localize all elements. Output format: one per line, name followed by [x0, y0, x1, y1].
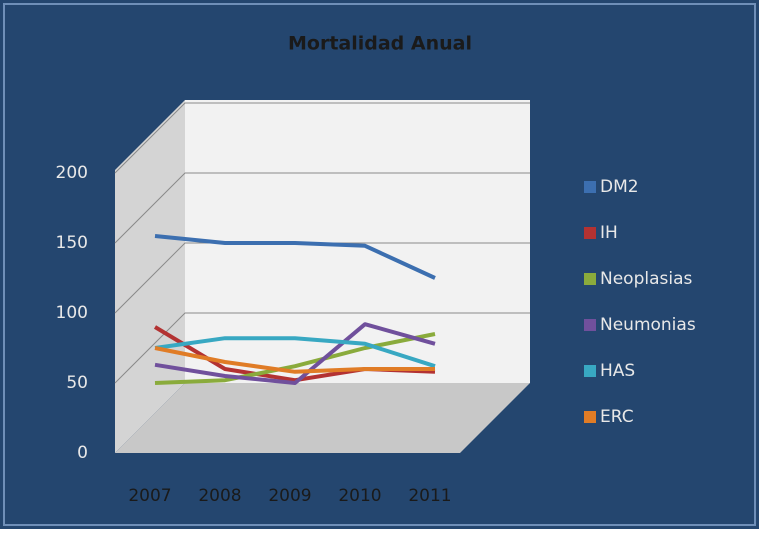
- legend-swatch: [584, 411, 596, 423]
- left-wall: [115, 100, 185, 453]
- legend-swatch: [584, 319, 596, 331]
- x-tick-label: 2007: [128, 486, 171, 506]
- legend-label: Neumonias: [600, 315, 696, 335]
- legend-swatch: [584, 365, 596, 377]
- series-line: [154, 346, 435, 374]
- chart-title: Mortalidad Anual: [288, 33, 472, 55]
- legend-label: ERC: [600, 407, 634, 427]
- floor: [115, 383, 530, 453]
- grid-line: [114, 242, 530, 314]
- y-tick-label: 100: [56, 303, 88, 323]
- plot-area: [114, 102, 530, 385]
- legend-label: Neoplasias: [600, 269, 693, 289]
- series-line: [154, 336, 436, 369]
- legend-label: IH: [600, 223, 618, 243]
- y-tick-label: 200: [56, 163, 88, 183]
- x-tick-label: 2010: [338, 486, 381, 506]
- y-tick-label: 150: [56, 233, 88, 253]
- legend-swatch: [584, 181, 596, 193]
- y-tick-label: 0: [77, 443, 88, 463]
- series-line: [154, 322, 436, 385]
- chart-border: [3, 3, 756, 526]
- y-tick-label: 50: [66, 373, 88, 393]
- grid-line: [114, 172, 530, 244]
- x-tick-label: 2011: [408, 486, 451, 506]
- grid-line: [114, 102, 530, 174]
- legend-swatch: [584, 273, 596, 285]
- legend-label: DM2: [600, 177, 639, 197]
- series-line: [154, 332, 436, 385]
- grid-line: [114, 312, 530, 384]
- series-line: [154, 234, 436, 280]
- x-tick-label: 2008: [198, 486, 241, 506]
- legend-swatch: [584, 227, 596, 239]
- x-tick-label: 2009: [268, 486, 311, 506]
- legend-label: HAS: [600, 361, 635, 381]
